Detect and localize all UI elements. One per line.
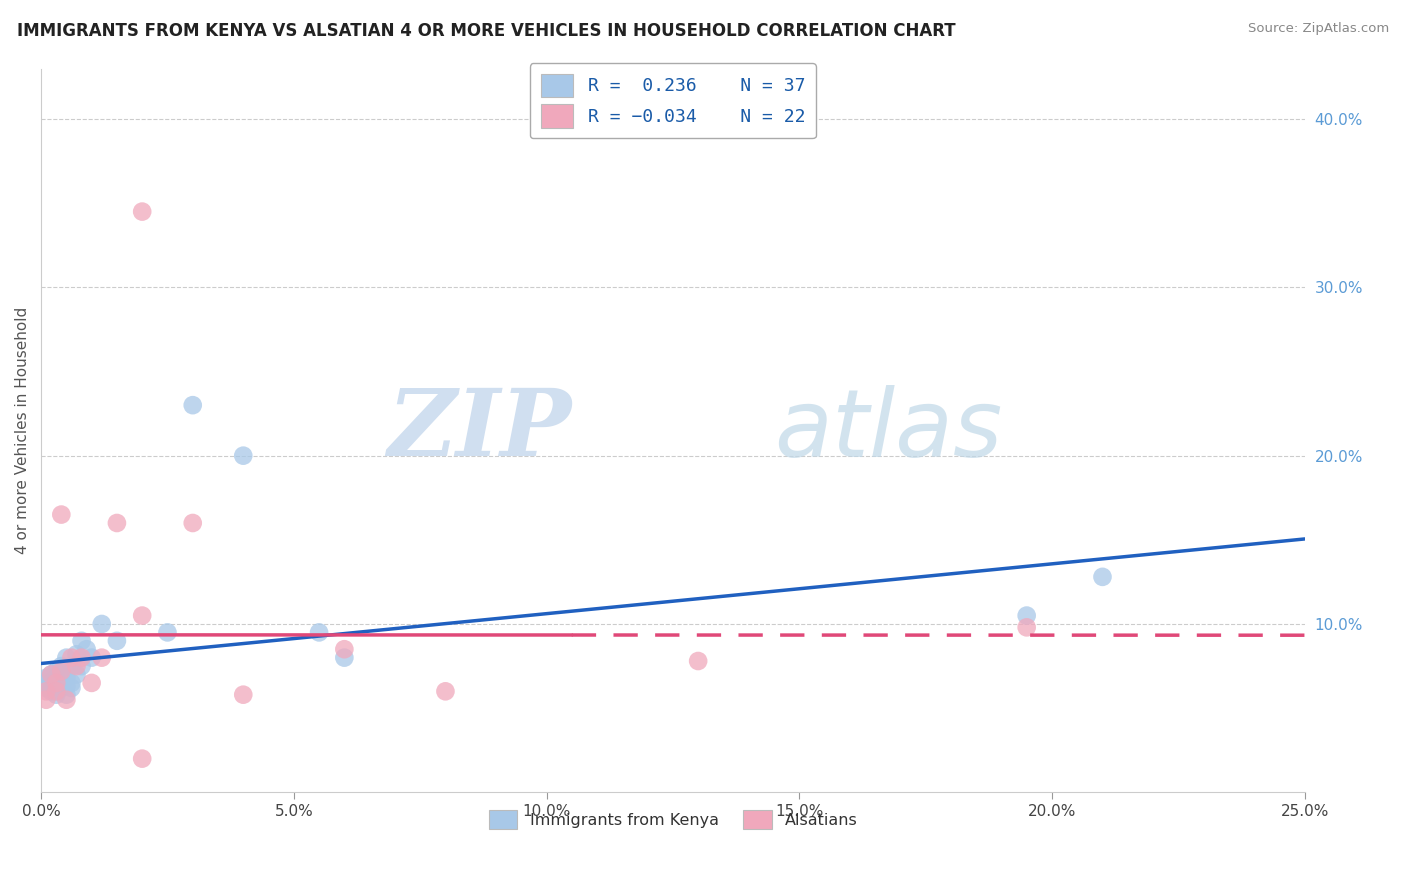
Point (51, 659, 73, 673)
Point (1015, 608, 1038, 623)
Point (308, 625, 330, 640)
Point (45, 684, 67, 698)
Text: IMMIGRANTS FROM KENYA VS ALSATIAN 4 OR MORE VEHICLES IN HOUSEHOLD CORRELATION CH: IMMIGRANTS FROM KENYA VS ALSATIAN 4 OR M… (17, 22, 956, 40)
Point (51, 681, 73, 695)
Point (1091, 570, 1114, 584)
Point (55, 650, 77, 665)
Point (39, 679, 62, 693)
Point (90, 650, 112, 665)
Text: Source: ZipAtlas.com: Source: ZipAtlas.com (1249, 22, 1389, 36)
Point (55, 671, 77, 685)
Point (45, 688, 67, 702)
Point (65, 648, 87, 662)
Point (45, 671, 67, 685)
Point (232, 688, 254, 702)
Point (181, 516, 204, 530)
Point (39, 684, 62, 698)
Point (45, 676, 67, 690)
Point (55, 692, 77, 706)
Point (65, 667, 87, 681)
Point (181, 398, 204, 412)
Point (45, 676, 67, 690)
Point (35, 684, 58, 698)
Point (60, 650, 83, 665)
Point (51, 667, 73, 681)
Point (70, 650, 93, 665)
Point (232, 449, 254, 463)
Point (333, 642, 356, 657)
Point (688, 654, 710, 668)
Point (60, 681, 83, 695)
Point (51, 664, 73, 678)
Point (51, 508, 73, 522)
Point (35, 671, 58, 685)
Y-axis label: 4 or more Vehicles in Household: 4 or more Vehicles in Household (15, 307, 30, 554)
Point (39, 667, 62, 681)
Point (131, 608, 153, 623)
Text: atlas: atlas (773, 385, 1002, 476)
Point (35, 692, 58, 706)
Point (90, 617, 112, 632)
Point (434, 684, 457, 698)
Point (105, 516, 128, 530)
Point (35, 681, 58, 695)
Point (131, 204, 153, 219)
Legend: Immigrants from Kenya, Alsatians: Immigrants from Kenya, Alsatians (482, 804, 863, 835)
Point (70, 633, 93, 648)
Point (39, 667, 62, 681)
Point (1015, 620, 1038, 634)
Point (45, 664, 67, 678)
Point (80, 676, 103, 690)
Point (65, 659, 87, 673)
Point (76, 642, 98, 657)
Point (39, 676, 62, 690)
Point (70, 659, 93, 673)
Point (105, 633, 128, 648)
Point (80, 650, 103, 665)
Point (55, 679, 77, 693)
Point (60, 676, 83, 690)
Point (55, 688, 77, 702)
Point (45, 684, 67, 698)
Point (156, 625, 179, 640)
Point (60, 659, 83, 673)
Text: ZIP: ZIP (388, 385, 572, 475)
Point (333, 650, 356, 665)
Point (131, 751, 153, 765)
Point (35, 676, 58, 690)
